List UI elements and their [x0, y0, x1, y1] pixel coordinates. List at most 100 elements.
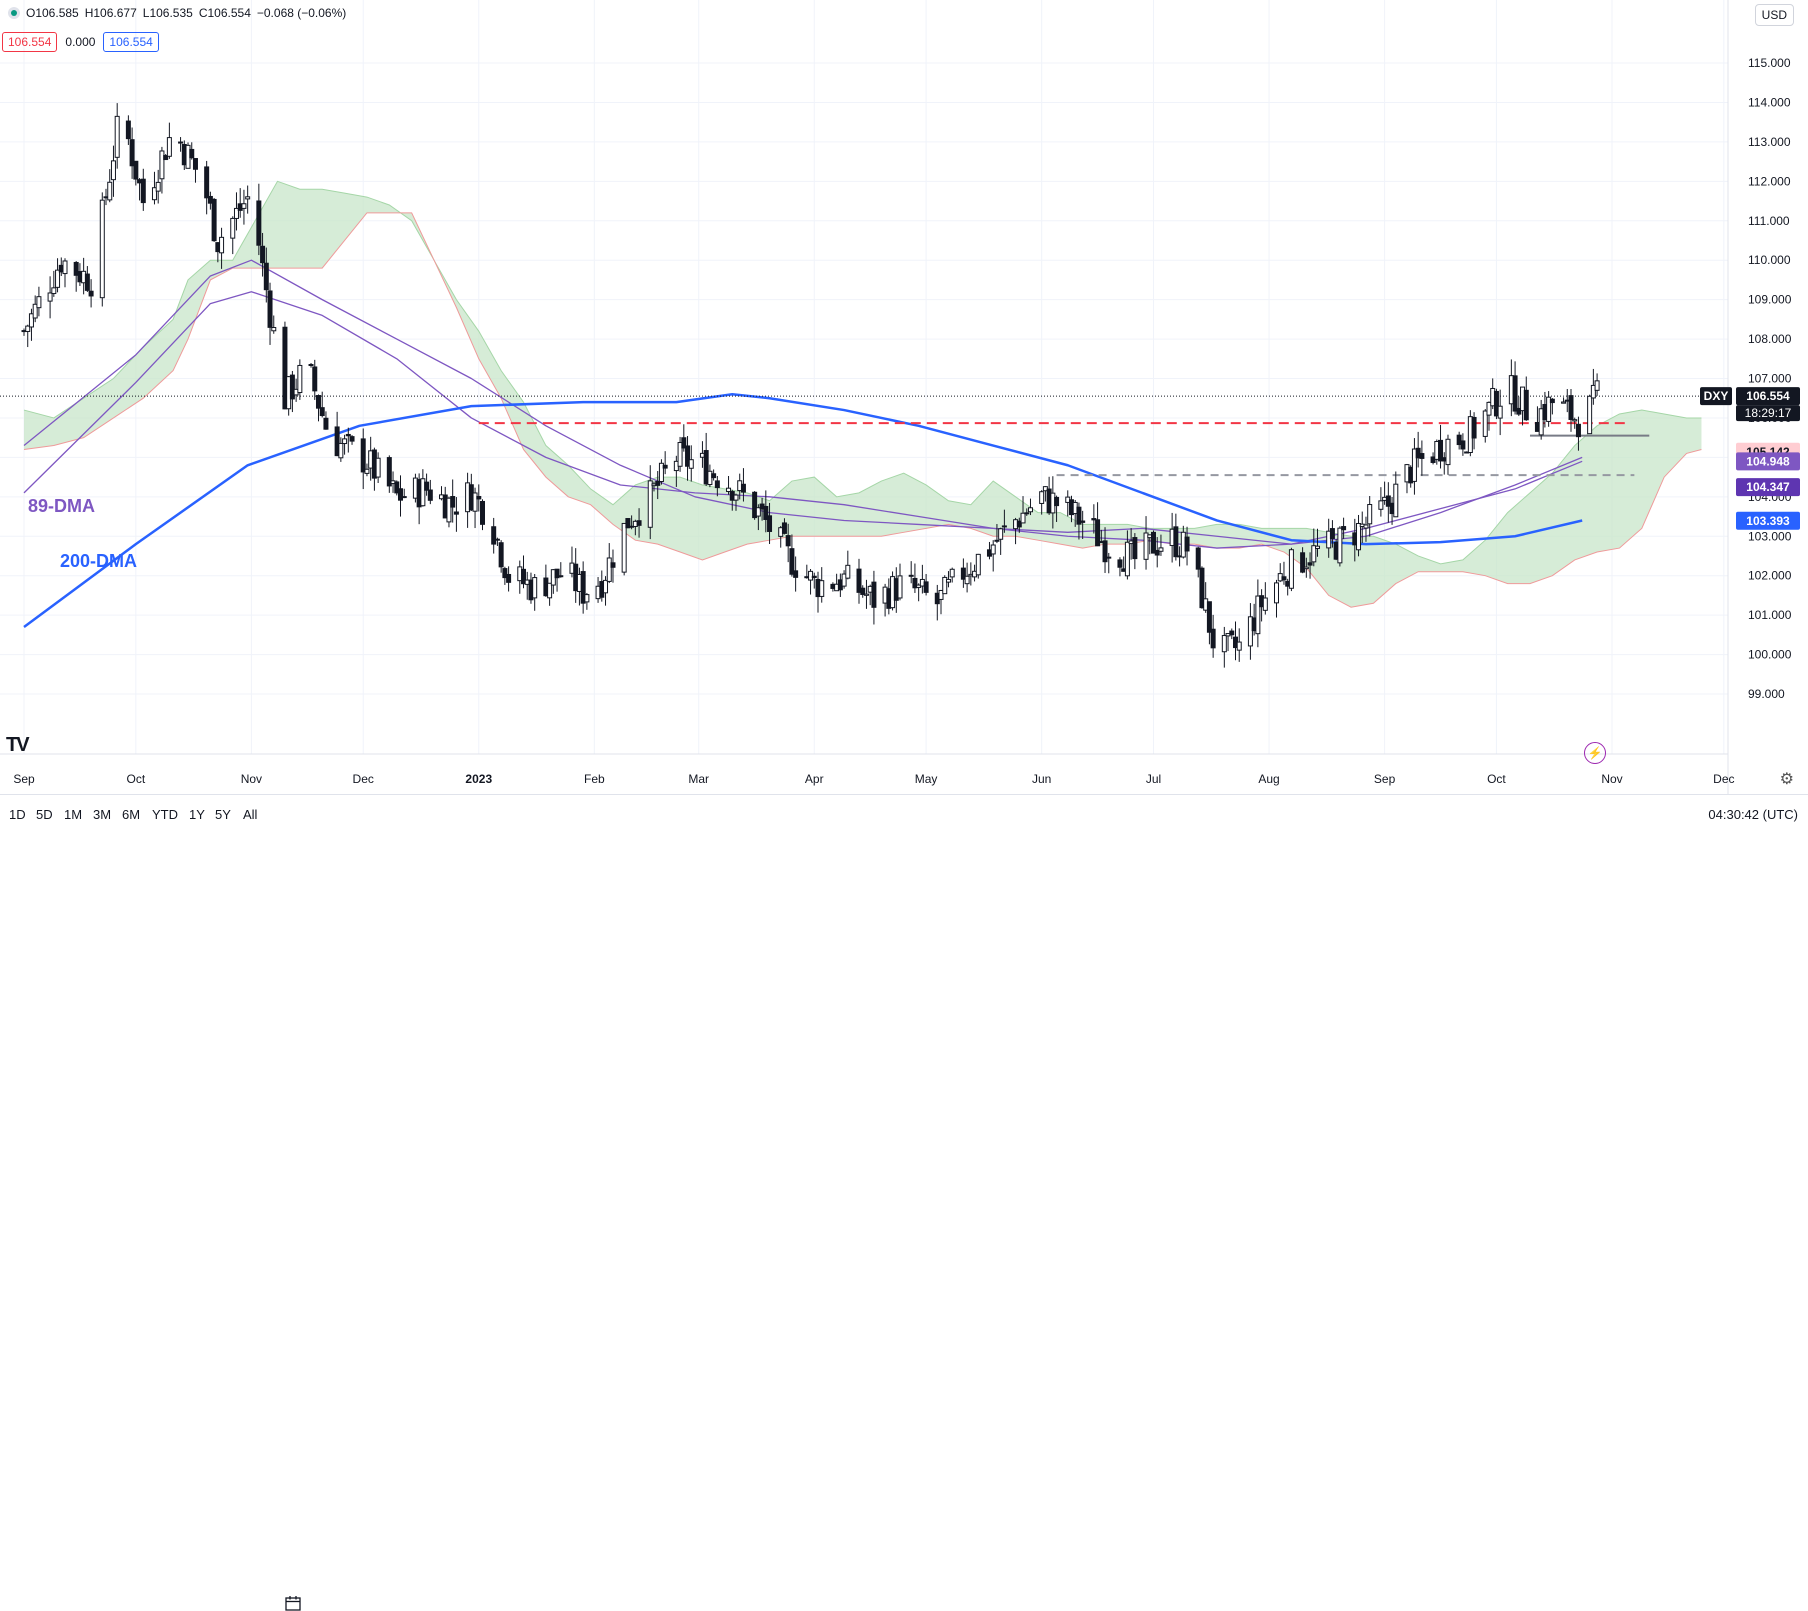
- candle: [338, 437, 344, 462]
- candle: [450, 479, 456, 523]
- candle-body: [897, 575, 903, 599]
- candle-body: [1516, 407, 1522, 415]
- candle-body: [282, 326, 288, 410]
- candle: [1221, 626, 1227, 668]
- candle: [159, 146, 165, 194]
- candle: [636, 508, 642, 538]
- candle: [1016, 517, 1022, 533]
- candle-body: [811, 575, 817, 579]
- cloud-bullish: [400, 212, 1702, 608]
- candle-body: [547, 582, 553, 599]
- candle: [647, 465, 653, 540]
- candle-body: [163, 155, 169, 161]
- candle: [1210, 614, 1216, 658]
- candle: [267, 282, 273, 345]
- tradingview-logo[interactable]: TV: [6, 734, 30, 756]
- candle: [506, 566, 512, 592]
- candle: [1262, 582, 1268, 615]
- candle-body: [1300, 552, 1306, 573]
- candle-body: [1594, 380, 1600, 391]
- candle-body: [945, 578, 951, 583]
- candle-body: [1184, 536, 1190, 552]
- utc-clock[interactable]: 04:30:42 (UTC): [1708, 807, 1798, 822]
- candle: [394, 480, 400, 496]
- candle-body: [1236, 641, 1242, 651]
- candle: [233, 192, 239, 231]
- candle-body: [1367, 504, 1373, 525]
- x-tick-label: Apr: [805, 772, 824, 786]
- candle: [494, 537, 500, 546]
- candle-body: [554, 568, 560, 579]
- candle: [1438, 424, 1444, 469]
- candle: [871, 570, 877, 625]
- candle-body: [606, 557, 612, 582]
- candle-body: [178, 141, 184, 144]
- range-3m-button[interactable]: 3M: [93, 807, 112, 822]
- candle-body: [1493, 390, 1499, 417]
- candle-body: [1143, 532, 1149, 560]
- candle: [964, 562, 970, 593]
- candle-body: [260, 245, 266, 264]
- price-labels: 106.554105.142104.948104.347103.39318:29…: [1700, 387, 1800, 530]
- candle: [1594, 373, 1600, 396]
- gear-icon[interactable]: ⚙: [1779, 771, 1794, 788]
- candle: [1587, 394, 1593, 435]
- candle: [88, 279, 94, 308]
- candle-body: [151, 187, 157, 201]
- candle-body: [912, 577, 918, 589]
- lightning-icon[interactable]: ⚡: [1584, 742, 1606, 764]
- range-1d-button[interactable]: 1D: [9, 807, 26, 822]
- range-6m-button[interactable]: 6M: [122, 807, 141, 822]
- candle: [1095, 502, 1101, 547]
- candle: [841, 570, 847, 589]
- price-chart[interactable]: 115.000 114.000 113.000 112.000 111.000 110.0…: [0, 0, 1808, 794]
- candle: [1054, 495, 1060, 522]
- candle-body: [1262, 597, 1268, 611]
- candle: [319, 391, 325, 418]
- candle-body: [1221, 635, 1227, 653]
- range-5d-button[interactable]: 5D: [36, 807, 53, 822]
- candle-body: [166, 137, 172, 157]
- candle-body: [677, 442, 683, 467]
- sell-button[interactable]: 106.554: [2, 32, 58, 52]
- change-value: −0.068 (−0.06%): [256, 6, 347, 20]
- candle: [1150, 530, 1156, 554]
- y-tick-label: 100.000: [1748, 648, 1792, 662]
- calendar-icon[interactable]: [285, 1595, 301, 1611]
- range-ytd-button[interactable]: YTD: [152, 807, 178, 822]
- candle-body: [863, 593, 869, 596]
- range-5y-button[interactable]: 5Y: [215, 807, 231, 822]
- candle-body: [625, 518, 631, 529]
- candle-body: [28, 313, 34, 328]
- candle-body: [62, 260, 68, 275]
- y-tick-label: 111.000: [1748, 214, 1790, 228]
- cloud-span-b: [23, 212, 1702, 608]
- y-tick-label: 114.000: [1748, 95, 1791, 109]
- range-1m-button[interactable]: 1M: [64, 807, 83, 822]
- candle: [610, 549, 616, 583]
- candle-body: [51, 287, 57, 295]
- candle: [1572, 417, 1578, 429]
- candle: [219, 227, 225, 269]
- candle: [133, 160, 139, 186]
- candle: [755, 504, 761, 531]
- range-1y-button[interactable]: 1Y: [189, 807, 205, 822]
- candle-body: [1438, 439, 1444, 462]
- candle-body: [55, 269, 61, 288]
- buy-button[interactable]: 106.554: [103, 32, 159, 52]
- candle: [1460, 433, 1466, 456]
- candle-body: [755, 507, 761, 517]
- candle-body: [1497, 405, 1503, 419]
- candle-body: [1303, 566, 1309, 570]
- currency-selector[interactable]: USD: [1754, 4, 1794, 26]
- cloud-bullish: [24, 181, 401, 450]
- candle: [897, 563, 903, 601]
- ma200-label: 200-DMA: [60, 551, 138, 571]
- candle-body: [819, 580, 825, 597]
- candle-body: [1255, 595, 1261, 635]
- candle: [342, 434, 348, 455]
- candle: [1590, 368, 1596, 405]
- candle-body: [785, 535, 791, 547]
- range-all-button[interactable]: All: [243, 807, 258, 822]
- candle: [1236, 628, 1242, 662]
